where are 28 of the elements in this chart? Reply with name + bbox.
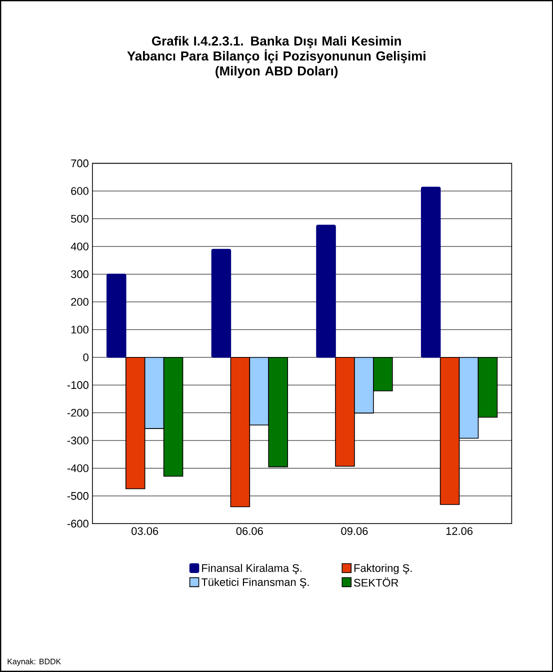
y-tick-label: -600 — [67, 520, 88, 528]
bar — [106, 274, 126, 358]
y-tick-label: 500 — [70, 214, 88, 223]
x-tick-label: 03.06 — [131, 527, 158, 535]
bar — [420, 186, 441, 358]
legend-label: Finansal Kiralama Ş. — [202, 564, 302, 574]
legend-label: Tüketici Finansman Ş. — [201, 578, 309, 588]
x-tick-label: 09.06 — [341, 527, 368, 535]
x-tick-label: 12.06 — [446, 527, 472, 535]
y-tick-label: -100 — [67, 381, 88, 389]
y-tick-label: 300 — [70, 270, 88, 278]
y-tick-label: 100 — [71, 326, 88, 334]
y-tick-label: 600 — [71, 187, 88, 195]
x-tick-label: 06.06 — [236, 527, 263, 535]
y-tick-label: 200 — [71, 298, 88, 306]
y-tick-label: 0 — [83, 353, 88, 362]
y-tick-label: -400 — [67, 464, 88, 472]
chart-subtitle: (Milyon ABD Doları) — [216, 66, 338, 78]
chart-title: Grafik I.4.2.3.1. Banka Dışı Mali Kesimin Yabancı Para Bilanço İçi Pozisyonunun Gelişimi — [127, 36, 426, 64]
y-tick-label: -500 — [67, 492, 88, 500]
legend-label: Faktoring Ş. — [354, 564, 412, 574]
legend-label: SEKTÖR — [354, 577, 398, 587]
y-tick-label: -200 — [67, 408, 88, 417]
bar — [316, 224, 336, 358]
y-tick-label: 400 — [70, 242, 88, 250]
y-tick-label: 700 — [71, 159, 88, 168]
y-tick-label: -300 — [67, 436, 88, 444]
bar — [211, 248, 231, 358]
